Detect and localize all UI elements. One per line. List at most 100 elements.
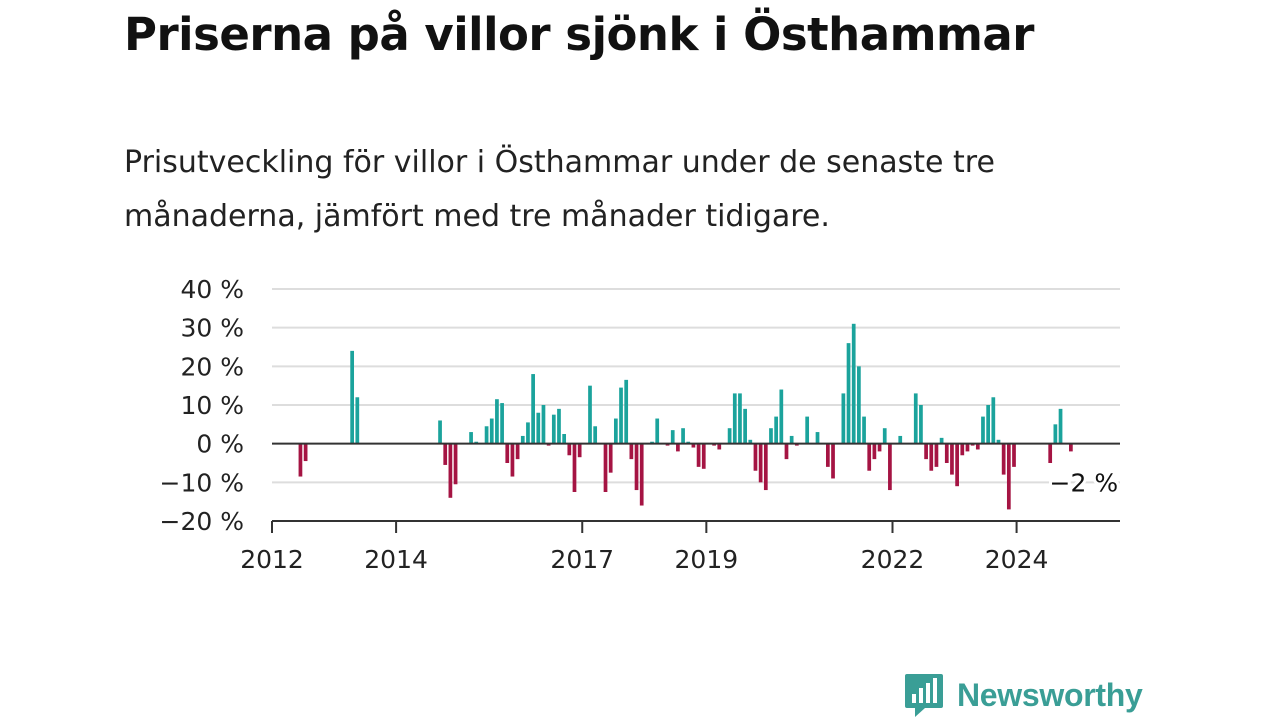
brand-logo: Newsworthy <box>903 670 1143 720</box>
y-tick-label: 40 % <box>180 275 244 304</box>
bar <box>562 434 567 444</box>
bar <box>443 443 448 465</box>
bar <box>551 414 556 444</box>
bar <box>846 343 851 444</box>
y-tick-label: 20 % <box>180 352 244 381</box>
bar <box>769 428 773 444</box>
y-tick-label: −20 % <box>160 507 244 536</box>
bar <box>557 408 561 444</box>
bar <box>727 428 732 444</box>
bar <box>975 443 980 450</box>
bar <box>763 443 768 491</box>
bar <box>608 443 613 473</box>
bar <box>851 323 856 444</box>
x-tick-label: 2017 <box>550 545 614 574</box>
bar <box>484 426 489 444</box>
x-tick-label: 2022 <box>861 545 925 574</box>
bar <box>924 443 928 460</box>
x-tick-label: 2014 <box>364 545 428 574</box>
bar <box>877 443 882 452</box>
bar <box>888 443 892 491</box>
bar <box>495 399 499 444</box>
bar <box>1006 443 1011 510</box>
x-axis-tick-labels: 2012 2014 2017 2019 2022 2024 <box>240 521 1048 574</box>
chart-title: Priserna på villor sjönk i Östhammar <box>124 8 1034 61</box>
bar <box>919 405 923 444</box>
bar <box>520 435 525 444</box>
bar <box>298 443 303 477</box>
bar <box>784 443 789 460</box>
bar <box>929 443 934 471</box>
x-tick-label: 2019 <box>675 545 739 574</box>
bar <box>303 443 308 462</box>
bar <box>681 428 685 444</box>
bar <box>991 397 996 444</box>
bar <box>996 439 1001 444</box>
bar <box>603 443 608 492</box>
bar <box>825 443 830 467</box>
bar <box>448 443 453 498</box>
y-tick-label: −10 % <box>160 468 244 497</box>
bar <box>536 412 541 444</box>
bar <box>634 443 639 491</box>
newsworthy-logo-icon <box>905 674 943 717</box>
bar <box>500 403 504 444</box>
bar <box>950 443 954 475</box>
bar <box>981 416 985 444</box>
bar <box>862 416 866 444</box>
bar <box>831 443 835 479</box>
x-tick-label: 2012 <box>240 545 304 574</box>
bar <box>898 435 903 444</box>
bar <box>350 350 355 444</box>
bar <box>732 393 737 444</box>
bar <box>572 443 577 492</box>
bar <box>505 443 510 463</box>
bar <box>531 374 535 444</box>
bar <box>857 366 861 444</box>
bar <box>489 418 494 444</box>
last-value-annotation: −2 % <box>1050 468 1119 497</box>
bar <box>789 435 794 444</box>
bar <box>355 397 360 444</box>
bar <box>805 416 810 444</box>
bar <box>515 443 520 460</box>
bar <box>944 443 949 463</box>
bar <box>629 443 634 460</box>
bar <box>872 443 877 460</box>
bar <box>913 393 918 444</box>
y-tick-label: 30 % <box>180 314 244 343</box>
bar <box>955 443 959 487</box>
bar <box>738 393 742 444</box>
bar <box>1053 424 1058 444</box>
bar <box>743 408 747 444</box>
y-axis-tick-labels: −20 % −10 % 0 % 10 % 20 % 30 % 40 % <box>160 275 244 536</box>
bar <box>526 422 530 444</box>
bar <box>779 389 784 444</box>
bar <box>867 443 872 471</box>
brand-name: Newsworthy <box>957 676 1143 713</box>
bar <box>717 443 722 450</box>
bar <box>960 443 965 456</box>
annotations: −2 % <box>1047 465 1122 500</box>
bar <box>696 443 701 467</box>
bar <box>691 443 696 448</box>
bar <box>577 443 582 458</box>
bar <box>939 437 944 444</box>
bar <box>655 418 660 444</box>
bar <box>753 443 758 471</box>
bar <box>1058 408 1063 444</box>
bar <box>567 443 572 456</box>
axes <box>272 442 1120 522</box>
bar <box>613 418 618 444</box>
bar <box>815 432 820 444</box>
x-tick-label: 2024 <box>985 545 1049 574</box>
bar <box>670 430 675 444</box>
bar <box>1048 443 1053 463</box>
bar <box>510 443 515 477</box>
bar <box>1069 443 1073 452</box>
bar <box>453 443 458 485</box>
bar <box>986 405 991 444</box>
bar <box>593 426 598 444</box>
bar <box>438 420 442 444</box>
